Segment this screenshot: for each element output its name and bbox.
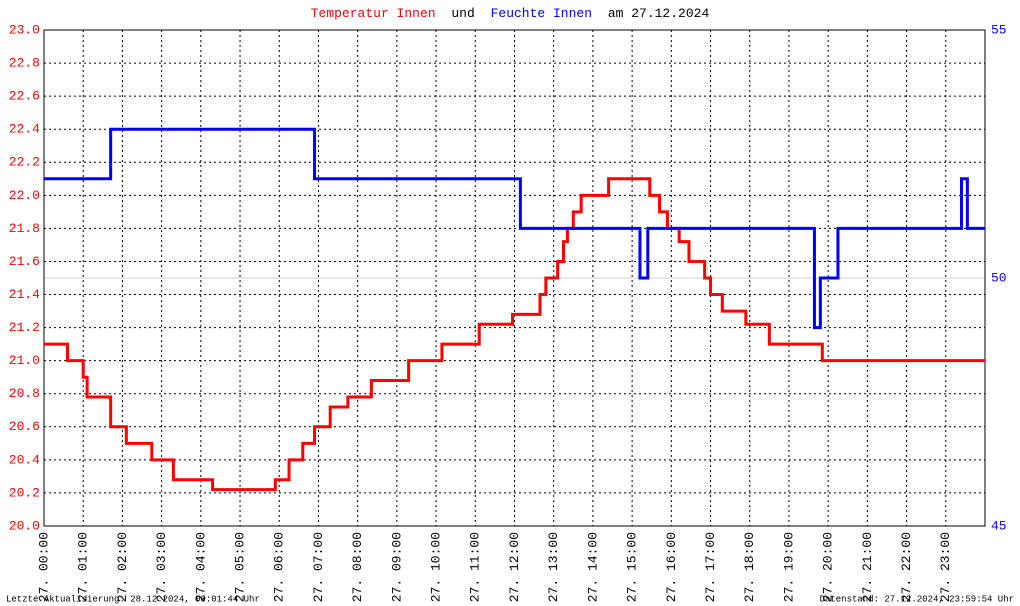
x-tick-label: 27. 16:00 (664, 532, 679, 602)
y-tick-label: 20.8 (9, 386, 40, 401)
y-tick-label: 22.6 (9, 89, 40, 104)
x-tick-label: 27. 01:00 (76, 532, 91, 602)
y-tick-label: 21.6 (9, 254, 40, 269)
x-tick-label: 27. 15:00 (625, 532, 640, 602)
footer-left: Letzte Aktualisierung: 28.12.2024, 00:01… (6, 594, 260, 604)
x-tick-label: 27. 03:00 (154, 532, 169, 602)
x-tick-label: 27. 08:00 (350, 532, 365, 602)
x-tick-label: 27. 21:00 (860, 532, 875, 602)
x-tick-label: 27. 23:00 (938, 532, 953, 602)
x-tick-label: 27. 17:00 (703, 532, 718, 602)
x-tick-label: 27. 06:00 (272, 532, 287, 602)
x-tick-label: 27. 22:00 (899, 532, 914, 602)
x-tick-label: 27. 10:00 (429, 532, 444, 602)
y-tick-label: 21.2 (9, 320, 40, 335)
y-tick-label: 21.4 (9, 287, 40, 302)
y-tick-label: 22.8 (9, 56, 40, 71)
y-tick-label: 21.8 (9, 221, 40, 236)
title-word: und (451, 6, 474, 21)
title-date: am 27.12.2024 (608, 6, 710, 21)
x-tick-label: 27. 05:00 (232, 532, 247, 602)
x-tick-label: 27. 14:00 (585, 532, 600, 602)
y-tick-label: 20.0 (9, 518, 40, 533)
y-tick-label: 23.0 (9, 22, 40, 37)
x-tick-label: 27. 09:00 (389, 532, 404, 602)
x-tick-label: 27. 20:00 (821, 532, 836, 602)
x-tick-label: 27. 12:00 (507, 532, 522, 602)
chart-title: Temperatur Innen und Feuchte Innen am 27… (311, 6, 710, 21)
series-line (44, 177, 985, 492)
y-tick-label: 21.0 (9, 353, 40, 368)
y-tick-label: 20.4 (9, 452, 40, 467)
y2-tick-label: 55 (991, 22, 1007, 37)
footer-right: Datenstand: 27.12.2024, 23:59:54 Uhr (820, 594, 1014, 604)
y-tick-label: 20.6 (9, 419, 40, 434)
x-tick-label: 27. 18:00 (742, 532, 757, 602)
y2-tick-label: 45 (991, 518, 1007, 533)
y-tick-label: 22.2 (9, 155, 40, 170)
title-series-1: Temperatur Innen (311, 6, 436, 21)
title-series-2: Feuchte Innen (491, 6, 592, 21)
x-tick-label: 27. 00:00 (36, 532, 51, 602)
x-tick-label: 27. 19:00 (781, 532, 796, 602)
y2-tick-label: 50 (991, 270, 1007, 285)
x-tick-label: 27. 04:00 (193, 532, 208, 602)
x-tick-label: 27. 07:00 (311, 532, 326, 602)
y-tick-label: 22.4 (9, 122, 40, 137)
series-line (44, 127, 985, 330)
plot-frame (43, 29, 986, 527)
x-tick-label: 27. 02:00 (115, 532, 130, 602)
y-tick-label: 20.2 (9, 485, 40, 500)
x-tick-label: 27. 13:00 (546, 532, 561, 602)
y-tick-label: 22.0 (9, 188, 40, 203)
x-tick-label: 27. 11:00 (468, 532, 483, 602)
